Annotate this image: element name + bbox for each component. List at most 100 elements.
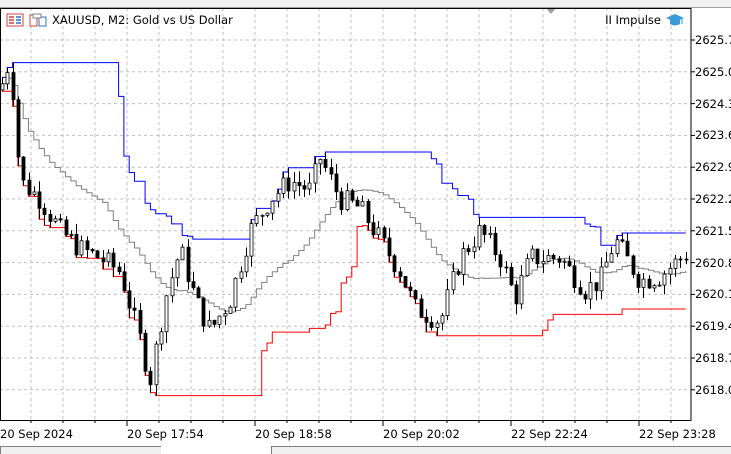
candle-body [270,200,275,214]
candle-body [217,315,222,325]
candle-body [609,253,614,263]
price-label: 2618.7 [695,351,731,365]
candle-body [636,274,641,288]
candle-body [16,99,21,158]
candle-body [228,306,233,314]
candle-body [5,72,10,85]
candle-body [164,295,169,333]
candle-body [551,254,556,260]
candle-body [254,215,259,224]
candle-body [122,271,127,292]
candle-body [11,72,16,100]
candle-body [154,343,159,386]
candle-body [286,177,291,192]
candle-body [79,240,84,256]
candle-body [360,200,365,207]
candle-body [0,83,5,91]
candle-body [440,315,445,324]
candle-body [445,289,450,317]
candle-body [313,163,318,184]
candle-body [594,282,599,292]
candle-body [382,227,387,239]
candle-body [53,218,58,222]
bottom-panel-right [271,446,731,454]
candle-body [345,190,350,211]
time-label: 20 Sep 2024 [0,427,73,441]
candle-body [519,275,524,305]
candle-body [678,258,683,261]
candle-body [318,158,323,165]
candle-body [74,233,79,256]
candle-body [461,248,466,275]
candle-body [292,181,297,192]
candle-body [32,191,37,195]
candle-body [143,332,148,372]
candle-body [403,276,408,288]
candle-body [265,212,270,216]
candle-body [90,249,95,252]
candle-body [48,214,53,222]
candle-body [180,246,185,261]
candle-body [334,173,339,193]
candle-body [387,237,392,257]
candle-body [276,192,281,202]
candle-body [525,258,530,276]
candle-body [583,293,588,300]
candle-body [562,260,567,263]
depth-of-market-icon[interactable] [29,13,47,27]
candle-body [260,214,265,217]
candle-body [684,258,689,261]
candle-body [668,268,673,275]
candle-body [186,246,191,283]
time-label: 20 Sep 20:02 [383,427,460,441]
candle-body [604,261,609,268]
candle-body [504,266,509,269]
candle-body [647,278,652,289]
time-label: 20 Sep 17:54 [127,427,204,441]
candle-body [37,191,42,209]
candle-body [27,179,32,195]
candle-body [244,255,249,273]
candle-body [588,282,593,300]
candle-body [435,322,440,328]
trade-panel-icon[interactable] [6,13,24,27]
candle-body [212,319,217,325]
candle-body [557,258,562,263]
chart-title: XAUUSD, M2: Gold vs US Dollar [6,13,233,27]
candle-body [662,273,667,286]
indicator-label: II Impulse [605,13,685,27]
candle-body [530,248,535,260]
candle-body [567,260,572,267]
candle-body [472,246,477,252]
lower-channel-line [2,90,686,397]
candle-body [466,248,471,252]
candle-body [578,287,583,295]
candle-body [366,200,371,224]
candle-body [419,298,424,318]
candle-body [101,257,106,263]
candle-body [371,222,376,236]
candle-body [69,233,74,236]
candle-body [302,185,307,190]
candle-body [58,218,63,221]
candle-body [493,232,498,256]
graduation-cap-icon[interactable] [665,13,685,27]
candle-body [451,271,456,291]
candle-body [376,227,381,236]
price-label: 2622.2 [695,192,731,206]
candle-body [233,277,238,308]
symbol-title: XAUUSD, M2: Gold vs US Dollar [52,13,233,27]
candle-body [350,190,355,201]
candle-body [21,156,26,181]
price-label: 2619.4 [695,319,731,334]
candle-body [175,259,180,279]
candle-body [85,240,90,250]
candle-body [223,313,228,317]
candle-body [631,255,636,275]
plot-frame [0,8,692,421]
candle-body [625,240,630,257]
chart-shift-marker[interactable] [546,8,556,14]
price-label: 2624.3 [695,96,731,111]
candle-body [477,225,482,248]
